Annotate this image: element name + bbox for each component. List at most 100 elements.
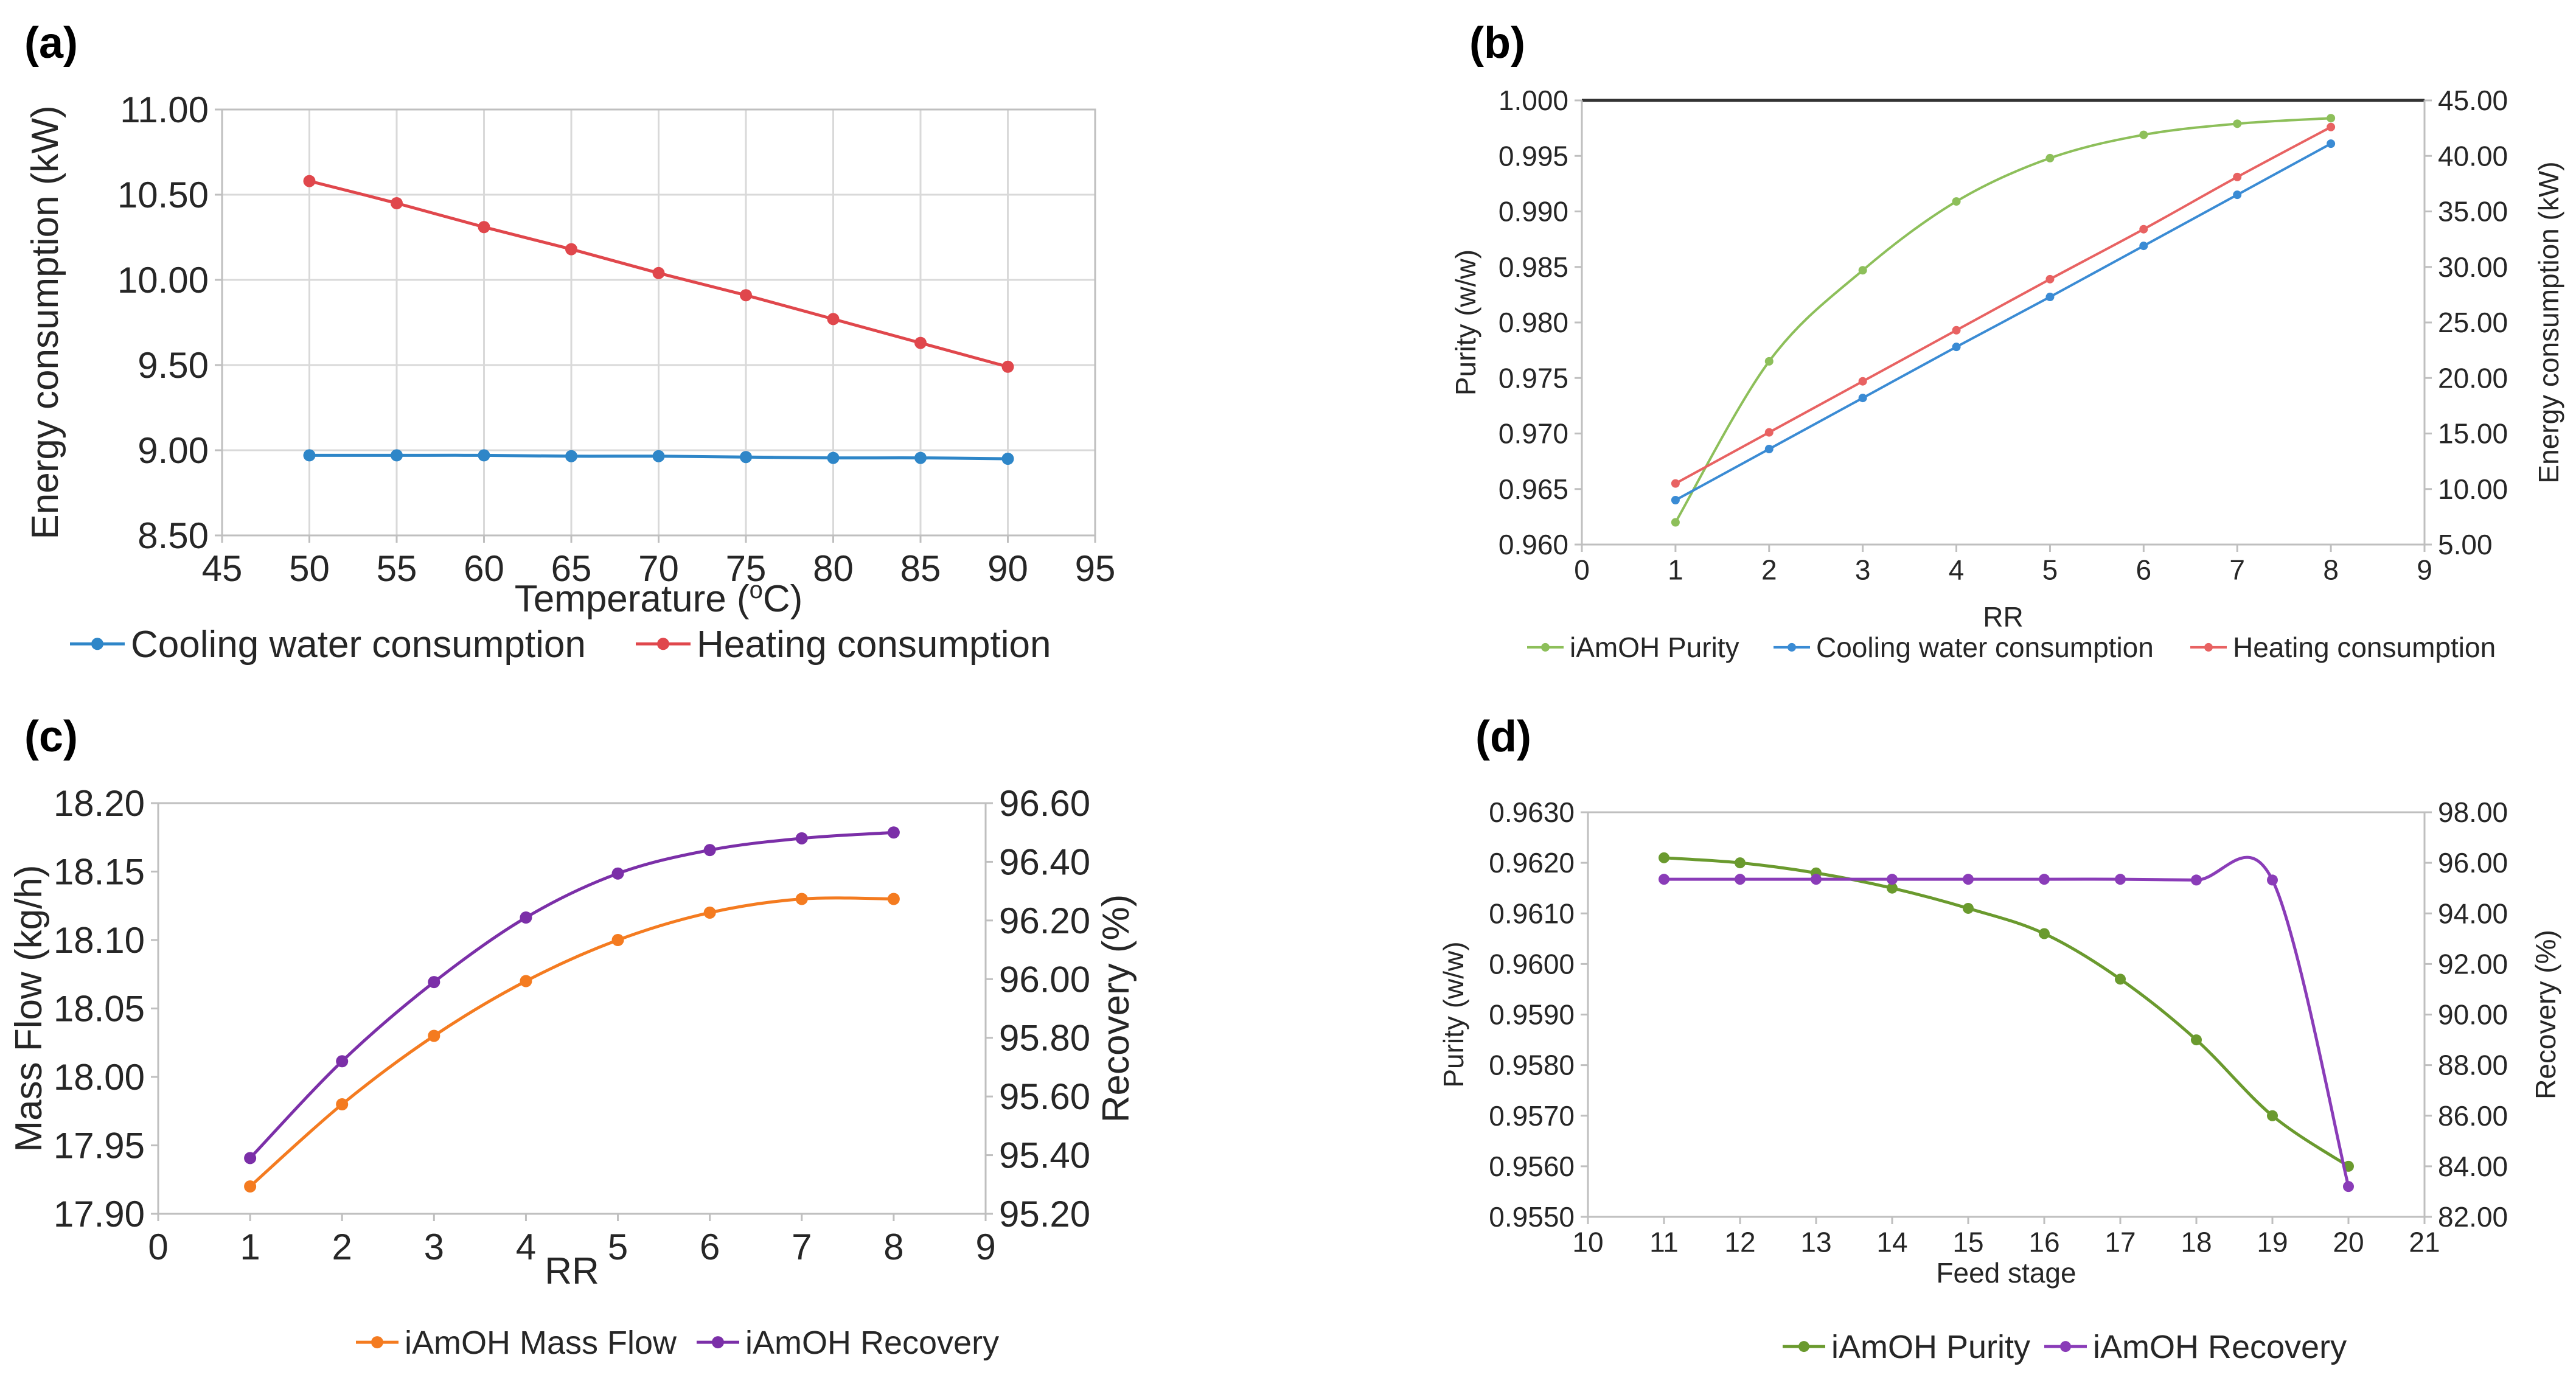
y-tick-label: 17.95 [54, 1126, 145, 1166]
series-iamoh-recovery-point [703, 844, 716, 857]
legend-swatch-marker [371, 1336, 383, 1349]
panel-label: (b) [1469, 19, 1525, 68]
x-tick-label: 90 [987, 548, 1028, 589]
y-tick-label: 1.000 [1499, 85, 1568, 116]
x-tick-label: 20 [2333, 1227, 2364, 1258]
x-tick-label: 17 [2104, 1227, 2136, 1258]
x-tick-label: 5 [2042, 554, 2058, 586]
y-right-tick-label: 20.00 [2438, 362, 2508, 394]
series-iamoh-recovery-point [795, 832, 808, 844]
legend-entry: iAmOH Recovery [745, 1325, 999, 1361]
x-tick-label: 7 [792, 1227, 812, 1267]
series-iamoh-recovery-point [2343, 1181, 2354, 1193]
legend-entry: Cooling water consumption [1816, 632, 2154, 663]
x-axis-title-part: C) [763, 578, 802, 620]
legend-entry: Heating consumption [697, 624, 1051, 666]
y-right-tick-label: 96.00 [999, 959, 1090, 1000]
x-tick-label: 12 [1724, 1227, 1755, 1258]
y-tick-label: 9.00 [138, 430, 209, 471]
series-cooling-water-consumption-point [303, 449, 316, 462]
x-tick-label: 6 [700, 1227, 720, 1267]
legend-entry: iAmOH Mass Flow [405, 1325, 677, 1361]
y-right-tick-label: 96.00 [2438, 847, 2508, 879]
y-right-tick-label: 95.40 [999, 1135, 1090, 1176]
series-iamoh-mass-flow-line [249, 896, 894, 1188]
y-tick-label: 0.995 [1499, 140, 1568, 172]
x-tick-label: 18 [2181, 1227, 2212, 1258]
y-right-tick-label: 5.00 [2438, 529, 2493, 560]
series-iamoh-purity-point [2267, 1110, 2278, 1121]
series-cooling-water-consumption-point [1001, 453, 1014, 465]
y-tick-label: 18.20 [54, 783, 145, 824]
chart-panel-b: (b) 0.960 0.965 0.970 0.975 0.980 0.985 0.990 0.… [1450, 19, 2564, 663]
x-tick-label: 70 [638, 548, 679, 589]
x-tick-label: 8 [883, 1227, 903, 1267]
y-axis-title: Purity (w/w) [1438, 941, 1469, 1087]
y-tick-label: 18.05 [54, 989, 145, 1029]
series-iamoh-recovery-point [520, 911, 532, 924]
series-iamoh-recovery-point [2115, 874, 2126, 885]
series-cooling-water-consumption-point [1671, 496, 1680, 504]
x-axis-title: RR [1983, 601, 2023, 633]
x-tick-label: 4 [1949, 554, 1965, 586]
y-axis-title-right: Recovery (%) [1095, 894, 1137, 1123]
y-right-tick-label: 40.00 [2438, 140, 2508, 172]
legend-entry: Heating consumption [2233, 632, 2496, 663]
x-tick-label: 15 [1952, 1227, 1983, 1258]
y-right-tick-label: 96.40 [999, 841, 1090, 882]
series-iamoh-purity-point [2139, 130, 2148, 139]
y-tick-label: 11.00 [120, 89, 209, 130]
x-tick-label: 19 [2257, 1227, 2288, 1258]
panel-label: (c) [24, 712, 78, 761]
x-tick-label: 45 [202, 548, 243, 589]
series-iamoh-recovery-point [2191, 874, 2202, 886]
y-axis-title: Energy consumption (kW) [24, 105, 66, 539]
series-iamoh-mass-flow-point [244, 1180, 257, 1193]
series-heating-consumption-point [652, 266, 665, 279]
x-tick-label: 10 [1572, 1227, 1603, 1258]
y-tick-label: 10.00 [117, 260, 209, 301]
y-tick-label: 0.985 [1499, 251, 1568, 283]
y-right-tick-label: 86.00 [2438, 1100, 2508, 1132]
series-cooling-water-consumption-point [565, 450, 577, 462]
series-iamoh-recovery-point [336, 1055, 349, 1068]
series-cooling-water-consumption-point [2327, 139, 2336, 148]
y-tick-label: 18.15 [54, 852, 145, 893]
chart-panel-d: (d) 0.9550 0.9560 0.9570 0.9580 0.9590 0.9600 0… [1438, 712, 2561, 1365]
series-iamoh-mass-flow-point [703, 907, 716, 919]
series-cooling-water-consumption-point [740, 451, 752, 464]
x-axis-title: RR [545, 1250, 599, 1292]
series-iamoh-purity-point [1764, 357, 1774, 366]
series-cooling-water-consumption-point [1764, 445, 1774, 454]
x-tick-label: 0 [1574, 554, 1590, 586]
series-iamoh-recovery-point [1735, 874, 1746, 885]
x-tick-label: 3 [1855, 554, 1871, 586]
y-right-tick-label: 95.60 [999, 1076, 1090, 1117]
y-right-tick-label: 30.00 [2438, 251, 2508, 283]
y-right-tick-label: 92.00 [2438, 948, 2508, 980]
series-iamoh-recovery-point [1811, 874, 1822, 885]
series-heating-consumption-point [1952, 326, 1961, 335]
series-heating-consumption-point [2233, 172, 2242, 181]
y-tick-label: 0.9600 [1489, 948, 1575, 980]
series-iamoh-mass-flow-point [887, 893, 900, 905]
series-heating-consumption-point [391, 197, 403, 209]
series-cooling-water-consumption-point [1952, 343, 1961, 352]
x-tick-label: 11 [1649, 1227, 1679, 1258]
series-heating-consumption-point [2327, 122, 2336, 131]
series-cooling-water-consumption-point [652, 450, 665, 462]
series-cooling-water-consumption-point [2139, 242, 2148, 251]
series-heating-consumption-point [1858, 377, 1867, 386]
y-tick-label: 9.50 [138, 345, 209, 386]
series-iamoh-recovery-line [1664, 855, 2350, 1187]
series-iamoh-purity-point [1735, 857, 1746, 869]
series-heating-consumption-point [740, 289, 752, 302]
legend-swatch-marker [1798, 1341, 1809, 1353]
series-iamoh-mass-flow-point [336, 1098, 349, 1110]
x-tick-label: 13 [1800, 1227, 1831, 1258]
y-tick-label: 0.9630 [1489, 796, 1575, 828]
y-right-tick-label: 15.00 [2438, 418, 2508, 450]
x-tick-label: 3 [424, 1227, 444, 1267]
x-tick-label: 1 [1668, 554, 1683, 586]
series-iamoh-recovery-point [2267, 874, 2278, 886]
